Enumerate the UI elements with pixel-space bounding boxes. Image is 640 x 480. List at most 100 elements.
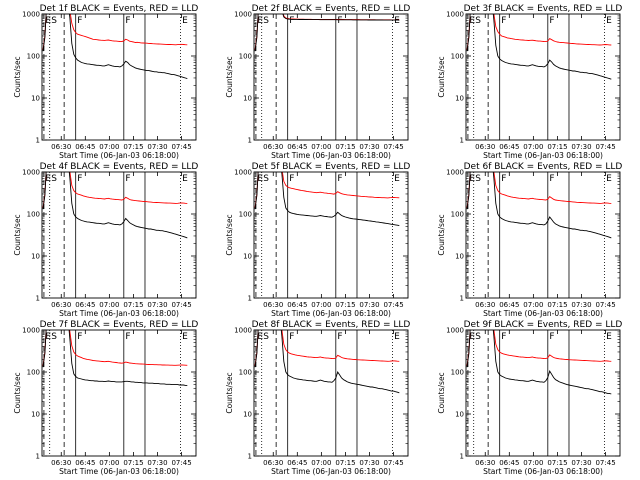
y-axis-label: Counts/sec bbox=[225, 56, 234, 97]
event-marker-label: F bbox=[501, 16, 506, 26]
event-marker-label: F bbox=[549, 16, 554, 26]
y-tick-label: 1000 bbox=[22, 327, 40, 335]
y-tick-label: 1000 bbox=[22, 169, 40, 177]
event-marker-label: F bbox=[77, 174, 82, 184]
event-marker-label: E bbox=[394, 16, 400, 26]
y-tick-label: 1 bbox=[248, 295, 252, 303]
series-group bbox=[466, 172, 612, 239]
panel-det1: Det 1f BLACK = Events, RED = LLD 1 10 100 10… bbox=[13, 4, 199, 160]
panel-det5: Det 5f BLACK = Events, RED = LLD 1 10 100 10… bbox=[225, 162, 410, 318]
y-tick-label: 10 bbox=[455, 95, 464, 103]
events-series-line bbox=[466, 330, 612, 395]
y-tick-label: 1000 bbox=[234, 327, 252, 335]
x-tick-label: 07:45 bbox=[171, 143, 191, 151]
panel-det4: Det 4f BLACK = Events, RED = LLD 1 10 100 10… bbox=[13, 162, 198, 318]
x-tick-label: 06:45 bbox=[499, 301, 519, 309]
lld-series-line bbox=[42, 14, 188, 50]
x-axis-label: Start Time (06-Jan-03 06:18:00) bbox=[271, 467, 391, 476]
y-tick-label: 100 bbox=[451, 53, 464, 61]
panel-title: Det 3f BLACK = Events, RED = LLD bbox=[464, 4, 623, 14]
x-tick-label: 07:45 bbox=[595, 143, 615, 151]
x-axis-label: Start Time (06-Jan-03 06:18:00) bbox=[483, 151, 603, 160]
y-tick-label: 10 bbox=[243, 411, 252, 419]
event-marker-label: F bbox=[337, 332, 342, 342]
x-tick-label: 06:30 bbox=[263, 143, 283, 151]
event-marker-label: F bbox=[289, 16, 294, 26]
x-tick-label: 07:45 bbox=[383, 459, 403, 467]
x-tick-label: 07:15 bbox=[547, 301, 567, 309]
x-tick-label: 07:00 bbox=[99, 459, 119, 467]
x-tick-label: 07:45 bbox=[383, 143, 403, 151]
x-tick-label: 07:15 bbox=[123, 301, 143, 309]
x-tick-label: 06:30 bbox=[475, 143, 495, 151]
y-axis-label: Counts/sec bbox=[225, 372, 234, 413]
series-group bbox=[254, 172, 400, 227]
x-tick-label: 07:15 bbox=[123, 459, 143, 467]
x-tick-label: 07:15 bbox=[335, 459, 355, 467]
x-tick-label: 07:45 bbox=[595, 459, 615, 467]
x-tick-label: 07:30 bbox=[359, 143, 379, 151]
y-tick-label: 100 bbox=[27, 369, 40, 377]
x-tick-label: 06:30 bbox=[51, 459, 71, 467]
y-tick-label: 1000 bbox=[446, 11, 464, 19]
x-tick-label: 07:30 bbox=[147, 143, 167, 151]
x-tick-label: 07:15 bbox=[547, 459, 567, 467]
y-tick-label: 1 bbox=[460, 137, 464, 145]
y-tick-label: 1000 bbox=[234, 169, 252, 177]
event-marker-label: E bbox=[469, 16, 475, 26]
plot-frame bbox=[465, 13, 621, 141]
plot-frame bbox=[465, 329, 621, 457]
x-tick-label: 07:30 bbox=[147, 301, 167, 309]
x-tick-label: 07:45 bbox=[171, 301, 191, 309]
x-axis-label: Start Time (06-Jan-03 06:18:00) bbox=[483, 309, 603, 318]
x-tick-label: 07:15 bbox=[123, 143, 143, 151]
x-tick-label: 07:30 bbox=[147, 459, 167, 467]
y-tick-label: 10 bbox=[31, 95, 40, 103]
plot-frame bbox=[253, 171, 409, 299]
y-tick-label: 10 bbox=[455, 253, 464, 261]
event-marker-label: F bbox=[77, 332, 82, 342]
y-axis-label: Counts/sec bbox=[437, 214, 446, 255]
event-marker-label: S bbox=[51, 16, 57, 26]
plot-frame bbox=[253, 329, 409, 457]
lld-series-line bbox=[42, 330, 188, 366]
lld-series-line bbox=[466, 330, 612, 366]
event-marker-label: E bbox=[45, 16, 51, 26]
event-marker-label: F bbox=[289, 332, 294, 342]
x-tick-label: 06:45 bbox=[75, 301, 95, 309]
event-marker-label: E bbox=[394, 332, 400, 342]
y-tick-label: 1 bbox=[36, 295, 40, 303]
y-axis-label: Counts/sec bbox=[13, 214, 22, 255]
panel-title: Det 1f BLACK = Events, RED = LLD bbox=[40, 4, 199, 14]
x-tick-label: 07:00 bbox=[523, 459, 543, 467]
x-tick-label: 07:45 bbox=[171, 459, 191, 467]
panel-det9: Det 9f BLACK = Events, RED = LLD 1 10 100 10… bbox=[437, 320, 622, 476]
y-tick-label: 10 bbox=[455, 411, 464, 419]
panel-det2: Det 2f BLACK = Events, RED = LLD 1 10 100 10… bbox=[225, 4, 410, 160]
x-tick-label: 06:30 bbox=[475, 301, 495, 309]
x-tick-label: 06:45 bbox=[287, 143, 307, 151]
y-axis-label: Counts/sec bbox=[437, 372, 446, 413]
event-marker-label: E bbox=[45, 332, 51, 342]
plot-frame bbox=[41, 171, 197, 299]
x-tick-label: 06:45 bbox=[75, 143, 95, 151]
x-tick-label: 07:00 bbox=[523, 301, 543, 309]
event-marker-label: S bbox=[263, 332, 269, 342]
series-group bbox=[466, 14, 612, 80]
events-series-line bbox=[254, 172, 400, 227]
event-marker-label: E bbox=[394, 174, 400, 184]
y-tick-label: 10 bbox=[31, 411, 40, 419]
series-group bbox=[42, 172, 188, 239]
event-marker-label: E bbox=[257, 16, 263, 26]
x-tick-label: 07:30 bbox=[571, 143, 591, 151]
y-axis-label: Counts/sec bbox=[13, 56, 22, 97]
event-marker-label: F bbox=[337, 16, 342, 26]
y-tick-label: 100 bbox=[239, 211, 252, 219]
panel-title: Det 6f BLACK = Events, RED = LLD bbox=[464, 162, 623, 172]
y-tick-label: 100 bbox=[27, 53, 40, 61]
x-tick-label: 06:45 bbox=[499, 143, 519, 151]
event-marker-label: S bbox=[475, 332, 481, 342]
x-axis-label: Start Time (06-Jan-03 06:18:00) bbox=[271, 309, 391, 318]
panel-det7: Det 7f BLACK = Events, RED = LLD 1 10 100 10… bbox=[13, 320, 198, 476]
